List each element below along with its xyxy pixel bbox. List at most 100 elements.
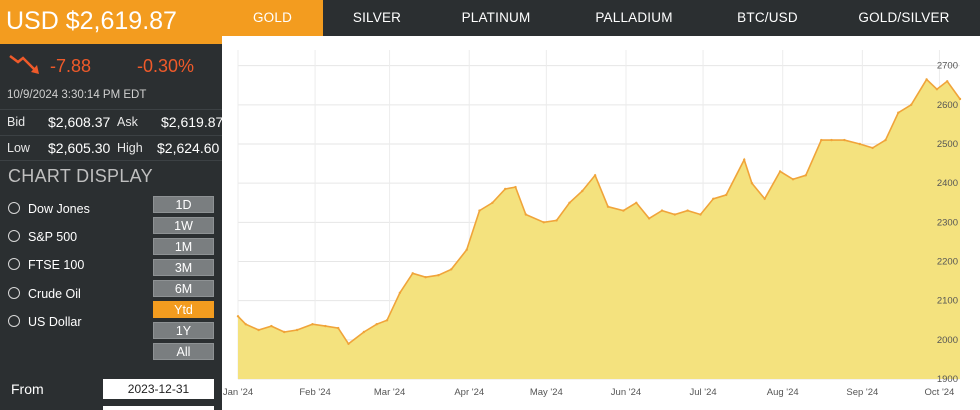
quote-timestamp: 10/9/2024 3:30:14 PM EDT: [7, 89, 147, 101]
overlay-label[interactable]: US Dollar: [28, 315, 82, 329]
range-1d-button[interactable]: 1D: [153, 196, 214, 213]
x-tick-label: Aug '24: [767, 387, 799, 398]
data-point: [958, 97, 962, 101]
y-tick-label: 2000: [937, 335, 958, 346]
range-1m-button[interactable]: 1M: [153, 238, 214, 255]
data-point: [699, 213, 702, 216]
data-point: [884, 138, 887, 142]
x-tick-label: Sep '24: [846, 387, 878, 398]
change-row: -7.88 -0.30%: [0, 44, 222, 86]
ask-label: Ask: [117, 115, 138, 129]
data-point: [712, 197, 715, 200]
data-point: [257, 328, 260, 332]
divider: [0, 160, 222, 161]
low-value: $2,605.30: [48, 140, 111, 156]
x-tick-label: May '24: [530, 387, 563, 398]
y-tick-label: 2300: [937, 217, 958, 228]
y-tick-label: 2600: [937, 100, 958, 111]
price-chart-svg: 1900 2000 2100 2200 2300 2400 2500 2600 2700 Jan…: [223, 50, 962, 398]
x-tick-label: Oct '24: [925, 387, 955, 398]
x-tick-label: Apr '24: [454, 387, 484, 398]
divider: [0, 109, 222, 110]
data-point: [635, 201, 638, 204]
high-label: High: [117, 141, 143, 155]
data-point: [270, 324, 273, 328]
radio-crude-oil[interactable]: [8, 287, 20, 299]
x-tick-label: Mar '24: [374, 387, 405, 398]
data-point: [593, 174, 597, 177]
overlay-label[interactable]: Crude Oil: [28, 287, 81, 301]
data-point: [491, 201, 494, 204]
data-point: [236, 315, 240, 318]
data-point: [935, 88, 939, 91]
data-point: [858, 142, 861, 146]
data-point: [763, 197, 766, 200]
y-tick-label: 2400: [937, 178, 958, 189]
data-point: [437, 274, 440, 277]
data-point: [778, 170, 782, 173]
radio-ftse100[interactable]: [8, 258, 20, 270]
data-point: [750, 182, 754, 185]
from-date-input[interactable]: [103, 379, 214, 399]
overlay-label[interactable]: FTSE 100: [28, 258, 85, 272]
low-label: Low: [7, 141, 30, 155]
price-header: USD $2,619.87: [0, 0, 222, 44]
data-point: [946, 80, 949, 83]
data-point: [385, 319, 389, 322]
price-change: -7.88: [50, 56, 92, 76]
metal-tabs: GOLD SILVER PLATINUM PALLADIUM BTC/USD G…: [222, 0, 980, 36]
range-ytd-button[interactable]: Ytd: [153, 301, 214, 318]
divider: [0, 135, 222, 136]
data-point: [337, 326, 340, 330]
tab-gold-silver[interactable]: GOLD/SILVER: [858, 10, 950, 25]
high-value: $2,624.60: [157, 140, 220, 156]
data-point: [295, 328, 299, 332]
data-point: [820, 138, 823, 142]
to-date-input[interactable]: [103, 406, 214, 410]
price-chart[interactable]: 1900 2000 2100 2200 2300 2400 2500 2600 2700 Jan…: [222, 36, 980, 410]
tab-palladium[interactable]: PALLADIUM: [595, 10, 673, 25]
data-point: [555, 219, 558, 222]
data-point: [804, 174, 807, 177]
range-6m-button[interactable]: 6M: [153, 280, 214, 297]
data-point: [673, 213, 676, 216]
y-tick-label: 2700: [937, 61, 958, 72]
range-1w-button[interactable]: 1W: [153, 217, 214, 234]
overlay-label[interactable]: Dow Jones: [28, 202, 90, 216]
radio-dow-jones[interactable]: [8, 202, 20, 214]
tab-platinum[interactable]: PLATINUM: [461, 10, 531, 25]
data-point: [830, 138, 833, 142]
bid-value: $2,608.37: [48, 114, 111, 130]
data-point: [871, 146, 874, 150]
data-point: [622, 209, 625, 212]
radio-us-dollar[interactable]: [8, 315, 20, 327]
data-point: [581, 189, 584, 193]
radio-sp500[interactable]: [8, 230, 20, 242]
data-point: [606, 205, 610, 208]
x-tick-label: Jun '24: [611, 387, 641, 398]
data-point: [283, 330, 286, 334]
data-point: [791, 178, 795, 181]
tab-btc-usd[interactable]: BTC/USD: [737, 10, 798, 25]
bid-label: Bid: [7, 115, 26, 129]
data-point: [660, 209, 664, 212]
data-point: [925, 78, 928, 81]
data-point: [375, 323, 378, 326]
data-point: [843, 138, 846, 142]
range-1y-button[interactable]: 1Y: [153, 322, 214, 339]
chart-display-title: CHART DISPLAY: [8, 166, 153, 186]
from-label: From: [11, 381, 44, 397]
data-point: [244, 323, 247, 326]
range-3m-button[interactable]: 3M: [153, 259, 214, 276]
range-all-button[interactable]: All: [153, 343, 214, 360]
tab-silver[interactable]: SILVER: [352, 10, 402, 25]
x-tick-label: Feb '24: [299, 387, 330, 398]
tab-gold[interactable]: GOLD: [222, 0, 323, 36]
data-point: [398, 291, 402, 294]
data-point: [478, 209, 481, 212]
data-point: [465, 248, 468, 251]
data-point: [725, 193, 728, 197]
data-point: [324, 324, 327, 328]
overlay-label[interactable]: S&P 500: [28, 230, 78, 244]
